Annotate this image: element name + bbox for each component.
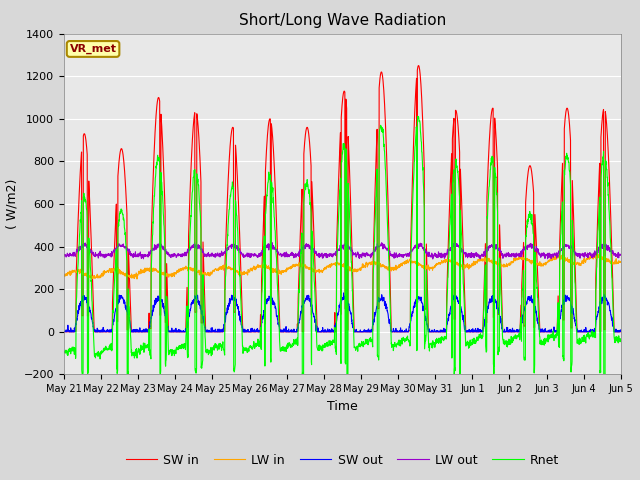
- Rnet: [359, 340, 367, 346]
- SW out: [340, 290, 348, 296]
- SW out: [584, 329, 591, 335]
- LW out: [429, 256, 436, 262]
- SW in: [216, 329, 223, 335]
- X-axis label: Time: Time: [327, 400, 358, 413]
- Rnet: [344, 382, 351, 387]
- LW in: [504, 262, 512, 268]
- Rnet: [617, 336, 625, 342]
- Line: SW out: SW out: [64, 293, 621, 332]
- LW out: [584, 250, 591, 256]
- LW in: [568, 261, 575, 266]
- LW out: [617, 252, 625, 258]
- Rnet: [414, 113, 422, 119]
- Line: Rnet: Rnet: [64, 116, 621, 384]
- Rnet: [584, 334, 591, 339]
- Title: Short/Long Wave Radiation: Short/Long Wave Radiation: [239, 13, 446, 28]
- SW out: [61, 329, 68, 335]
- Line: LW in: LW in: [64, 254, 621, 279]
- LW in: [60, 273, 68, 278]
- LW out: [568, 245, 576, 251]
- LW out: [268, 240, 276, 246]
- SW in: [371, 207, 378, 213]
- SW in: [584, 329, 591, 335]
- SW out: [505, 327, 513, 333]
- LW in: [584, 256, 591, 262]
- SW in: [358, 329, 366, 335]
- Text: VR_met: VR_met: [70, 44, 116, 54]
- Legend: SW in, LW in, SW out, LW out, Rnet: SW in, LW in, SW out, LW out, Rnet: [121, 449, 564, 472]
- LW in: [133, 276, 141, 282]
- LW in: [617, 259, 625, 265]
- SW out: [216, 328, 223, 334]
- SW in: [568, 325, 575, 331]
- Rnet: [505, 340, 513, 346]
- LW in: [216, 264, 223, 270]
- SW in: [415, 63, 422, 69]
- LW out: [60, 252, 68, 257]
- LW in: [371, 259, 379, 265]
- SW in: [504, 329, 512, 335]
- Line: SW in: SW in: [64, 66, 621, 332]
- Rnet: [371, 225, 379, 231]
- Y-axis label: ( W/m2): ( W/m2): [5, 179, 18, 229]
- SW in: [60, 329, 68, 335]
- LW out: [359, 253, 367, 259]
- Rnet: [216, 342, 223, 348]
- Rnet: [60, 350, 68, 356]
- LW out: [371, 248, 379, 253]
- LW out: [216, 252, 223, 257]
- SW out: [617, 328, 625, 334]
- LW in: [594, 252, 602, 257]
- Line: LW out: LW out: [64, 243, 621, 259]
- SW out: [568, 311, 576, 316]
- SW in: [617, 329, 625, 335]
- Rnet: [568, 359, 576, 364]
- SW out: [371, 310, 379, 315]
- LW in: [359, 264, 367, 270]
- SW out: [60, 329, 68, 335]
- SW out: [359, 329, 367, 335]
- LW out: [505, 252, 513, 258]
